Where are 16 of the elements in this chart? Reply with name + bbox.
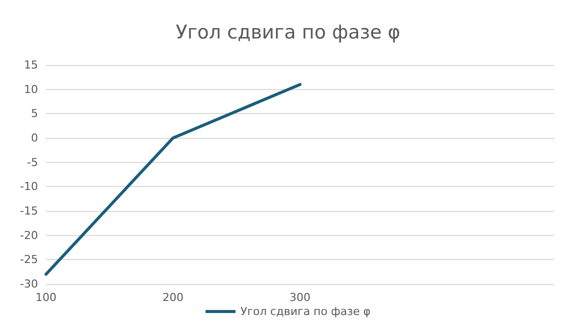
chart-title: Угол сдвига по фазе φ	[176, 22, 400, 44]
y-tick-label: 5	[31, 107, 38, 120]
x-tick-label: 300	[290, 291, 310, 304]
y-tick-label: 0	[31, 132, 38, 144]
x-tick-label: 200	[162, 291, 184, 304]
y-tick-label: 10	[24, 82, 38, 96]
x-tick-label: 100	[36, 291, 56, 304]
y-tick-label: -25	[20, 253, 38, 266]
y-tick-label: -5	[27, 156, 38, 169]
y-tick-label: -20	[20, 228, 38, 242]
y-tick-label: 15	[24, 58, 38, 72]
y-tick-label: -10	[20, 180, 38, 194]
legend-label: Угол сдвига по фазе φ	[240, 305, 370, 318]
y-tick-label: -15	[20, 204, 38, 218]
y-tick-label: -30	[20, 278, 38, 290]
line-series	[44, 82, 302, 276]
